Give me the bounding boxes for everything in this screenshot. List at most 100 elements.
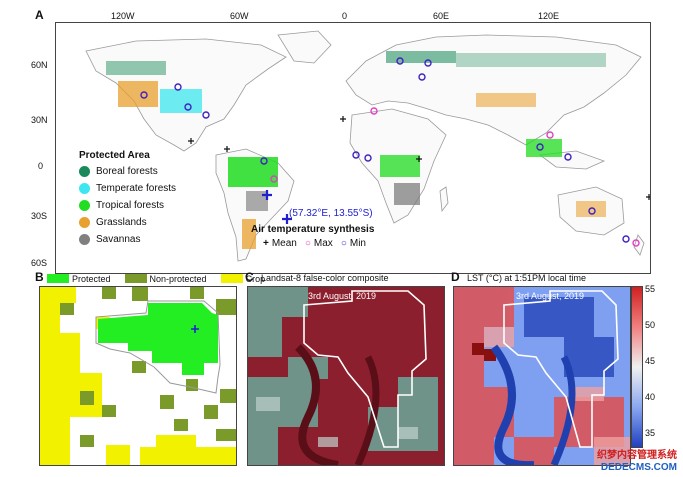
watermark-line1: 织梦内容管理系统 — [597, 450, 677, 461]
mean-label: Mean — [271, 238, 297, 249]
panel-d-date: 3rd August, 2019 — [516, 291, 585, 301]
coordinate-label: (57.32°E, 13.55°S) — [289, 208, 373, 219]
legend-item-boreal: Boreal forests — [79, 163, 176, 180]
legend-item-temperate: Temperate forests — [79, 180, 176, 197]
station-max — [546, 131, 554, 139]
air-temp-title: Air temperature synthesis — [251, 224, 375, 235]
patch-temperate-na — [160, 89, 202, 113]
legend-mean: + Mean — [263, 238, 297, 249]
island-madagascar — [439, 186, 449, 213]
lon-tick-60w: 60W — [230, 11, 249, 21]
colorbar-tick-45: 45 — [645, 356, 656, 366]
panel-b-grid-map — [39, 286, 237, 466]
legend-label: Boreal forests — [96, 166, 158, 177]
station-min — [564, 153, 572, 161]
legend-label: Savannas — [96, 234, 141, 245]
legend-label: Tropical forests — [96, 200, 164, 211]
station-min — [364, 154, 372, 162]
station-max — [270, 175, 278, 183]
station-min — [418, 73, 426, 81]
figure: A 120W 60W 0 60E 120E 60N 30N 0 30S 60S — [31, 8, 656, 470]
lst-colorbar — [631, 286, 643, 448]
protected-swatch — [47, 274, 69, 283]
max-label: Max — [313, 238, 333, 249]
lon-tick-60e: 60E — [433, 11, 450, 21]
min-label: Min — [349, 238, 366, 249]
grasslands-swatch — [79, 217, 90, 228]
panel-c-svg — [248, 287, 444, 465]
lat-tick-60s: 60S — [31, 258, 48, 268]
panel-d-letter: D — [451, 270, 460, 284]
panel-a-letter: A — [35, 8, 44, 22]
panel-c-date: 3rd August, 2019 — [308, 291, 377, 301]
patch-grass-asia — [476, 93, 536, 107]
station-mean — [224, 146, 230, 152]
lon-tick-120w: 120W — [111, 11, 135, 21]
world-map-svg — [85, 30, 650, 262]
station-min — [536, 143, 544, 151]
study-site-marker — [262, 190, 272, 200]
station-max — [370, 107, 378, 115]
patch-grass-na — [118, 81, 158, 107]
station-min — [352, 151, 360, 159]
patch-tropical-af — [380, 155, 420, 177]
station-min — [622, 235, 630, 243]
station-mean — [416, 156, 422, 162]
lon-tick-0: 0 — [342, 11, 348, 21]
station-min — [260, 157, 268, 165]
min-symbol: ○ — [340, 238, 347, 249]
panel-b-svg — [40, 287, 236, 465]
lon-tick-120e: 120E — [538, 11, 560, 21]
legend-min: ○ Min — [341, 238, 366, 249]
colorbar-tick-40: 40 — [645, 392, 656, 402]
panel-d-lst-image: 3rd August, 2019 — [453, 286, 631, 466]
panel-b-legend: Protected Non-protected Crop — [47, 274, 265, 284]
protected-area-legend: Protected Area Boreal forests Temperate … — [79, 150, 176, 248]
max-symbol: ○ — [304, 238, 311, 249]
panel-c-letter: C — [245, 270, 254, 284]
watermark-line2: DEDECMS.COM — [600, 462, 677, 473]
patch-grass-au — [576, 201, 606, 217]
coordinate-marker — [282, 214, 292, 224]
lat-tick-0: 0 — [38, 161, 44, 171]
station-min — [396, 57, 404, 65]
patch-boreal-asia — [456, 53, 606, 67]
legend-max: ○ Max — [305, 238, 333, 249]
savannas-swatch — [79, 234, 90, 245]
colorbar-tick-55: 55 — [645, 284, 656, 294]
colorbar-tick-50: 50 — [645, 320, 656, 330]
watermark: 织梦内容管理系统 DEDECMS.COM — [597, 450, 677, 474]
station-max — [632, 239, 640, 247]
crop-label: Crop — [245, 274, 266, 284]
protected-area-title: Protected Area — [79, 150, 150, 161]
legend-item-tropical: Tropical forests — [79, 197, 176, 214]
lat-tick-30s: 30S — [31, 211, 48, 221]
tropical-swatch — [79, 200, 90, 211]
non-protected-swatch — [124, 274, 147, 283]
station-mean — [188, 138, 194, 144]
panel-c-title: Landsat-8 false-color composite — [261, 273, 389, 283]
station-mean — [646, 194, 650, 200]
non-protected-label: Non-protected — [149, 274, 207, 284]
patch-boreal-na — [106, 61, 166, 75]
protected-label: Protected — [72, 274, 111, 284]
lat-tick-30n: 30N — [31, 115, 48, 125]
patch-grass-sa — [242, 219, 256, 249]
mean-symbol: + — [263, 238, 269, 249]
crop-swatch — [220, 274, 243, 283]
colorbar-tick-35: 35 — [645, 428, 656, 438]
station-min — [588, 207, 596, 215]
patch-tropical-asia — [526, 139, 562, 157]
patch-tropical-sa — [228, 157, 278, 187]
legend-label: Temperate forests — [96, 183, 177, 194]
lat-tick-60n: 60N — [31, 60, 48, 70]
legend-item-grasslands: Grasslands — [79, 214, 176, 231]
boreal-swatch — [79, 166, 90, 177]
station-min — [202, 111, 210, 119]
panel-d-svg — [454, 287, 630, 465]
panel-b-letter: B — [35, 270, 44, 284]
station-mean — [340, 116, 346, 122]
station-min — [424, 59, 432, 67]
temperate-swatch — [79, 183, 90, 194]
world-map — [55, 22, 651, 274]
